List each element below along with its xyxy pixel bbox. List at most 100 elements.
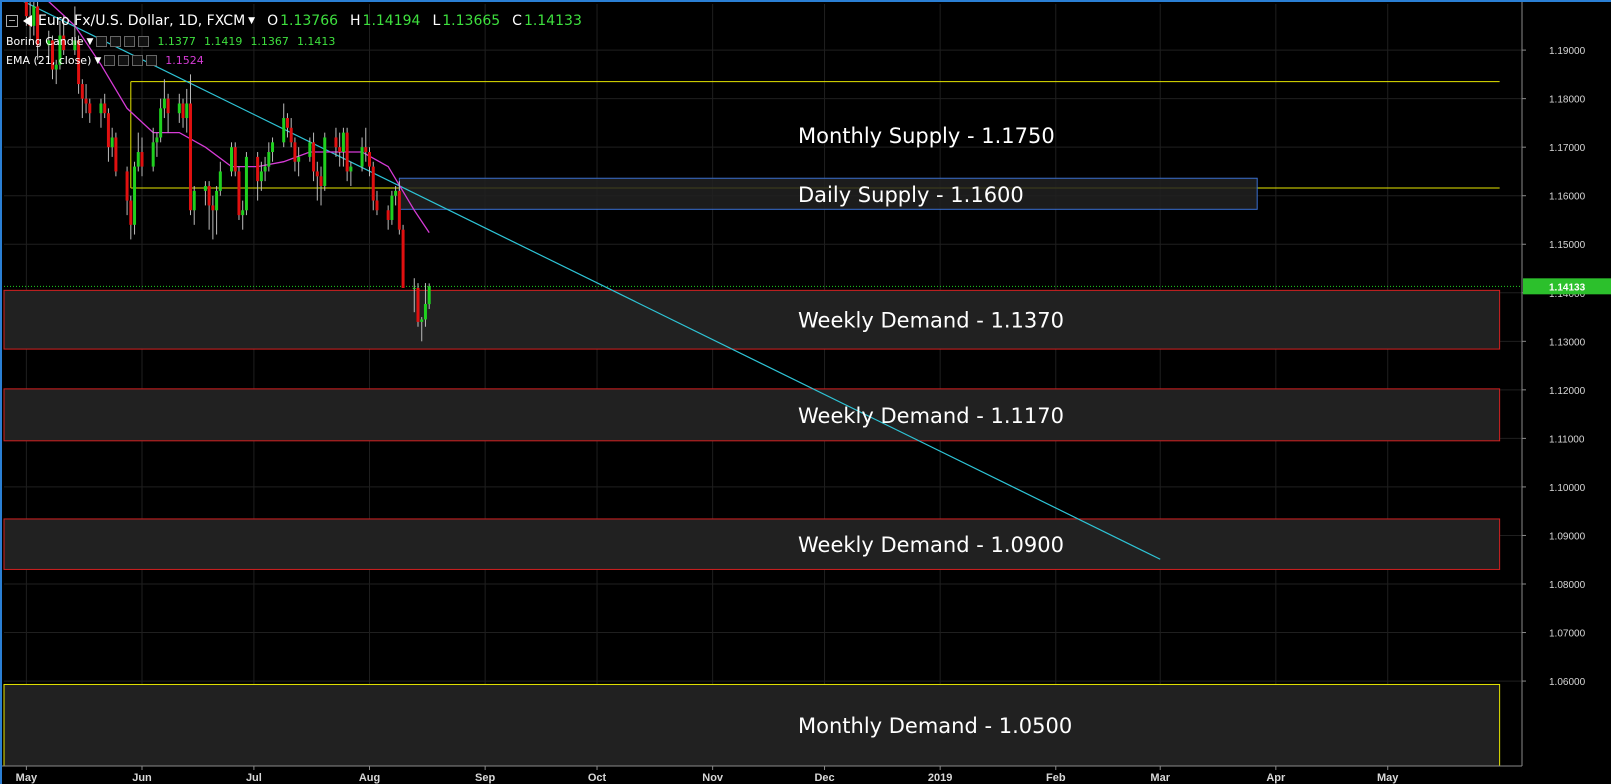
candle [47,30,51,60]
x-tick-label: 2019 [928,772,952,784]
eye-icon[interactable] [104,55,116,66]
candle-body [88,103,92,114]
candle [427,283,431,310]
candle-body [241,210,245,216]
candle [241,200,245,230]
candle-body [24,2,28,17]
candle [99,98,103,128]
ohlc-open-key: O [267,13,279,29]
candle-body [114,137,118,172]
candle [259,161,263,191]
zone-daily-supply [398,177,1258,210]
candle-body [73,40,77,51]
x-tick-label: Oct [588,772,607,784]
zone-label: Weekly Demand - 1.0900 [798,533,1064,557]
indicator-name[interactable]: Boring Candle [6,35,84,48]
candle [103,93,107,119]
time-axis-bg [2,766,1611,784]
more-icon[interactable] [132,55,144,66]
candle-body [215,190,219,211]
indicator-value: 1.1367 [250,35,289,48]
candle-body [151,142,155,167]
indicator-name[interactable]: EMA (21, close) [6,54,92,67]
y-tick-label: 1.09000 [1549,531,1586,542]
candle [390,190,394,225]
candle-body [103,103,107,114]
candle-body [341,132,345,153]
y-tick-label: 1.16000 [1549,192,1586,203]
candle-body [427,286,431,305]
candle [192,186,196,225]
close-icon[interactable] [138,36,150,47]
candle-body [207,186,211,206]
candle-body [62,35,66,51]
candle-body [334,137,338,148]
candle [88,98,92,123]
x-tick-label: Mar [1150,772,1170,784]
candle [386,205,390,230]
candle-body [166,98,170,114]
candle [323,132,327,191]
candle-body [371,166,375,201]
ohlc-close-key: C [512,13,522,29]
chevron-down-icon[interactable]: ▼ [86,36,94,47]
collapse-icon[interactable] [6,15,18,27]
gear-icon[interactable] [118,55,130,66]
candle [345,127,349,182]
candle [263,156,267,182]
candle-body [237,171,241,216]
gear-icon[interactable] [110,36,122,47]
y-tick-label: 1.07000 [1549,629,1586,640]
candle-body [80,84,84,99]
candle-body [368,152,372,167]
eye-icon[interactable] [96,36,108,47]
candle [181,98,185,128]
candle [211,195,215,240]
chevron-down-icon[interactable]: ▼ [248,16,256,26]
candle [334,127,338,157]
candle-body [244,156,248,211]
y-tick-label: 1.17000 [1549,143,1586,154]
zone-monthly-demand [3,683,1501,767]
candle-body [420,319,424,322]
candle-body [345,132,349,172]
current-price-label: 1.14133 [1549,282,1586,293]
more-icon[interactable] [124,36,136,47]
candle [215,186,219,235]
candle [244,152,248,216]
candle-body [386,210,390,220]
y-tick-label: 1.15000 [1549,240,1586,251]
candle [84,84,88,114]
ohlc-high-key: H [350,13,361,29]
candle-body [271,142,275,153]
indicator-value: 1.1524 [165,54,204,67]
candle [308,137,312,162]
candle-body [315,171,319,177]
candle [151,127,155,172]
x-tick-label: May [1377,772,1399,784]
candle-body [159,108,163,138]
candle [125,166,129,216]
ohlc-low-key: L [432,13,441,29]
candle [162,79,166,119]
candle [319,166,323,206]
candle [371,161,375,211]
trendline-layer [23,2,1161,560]
candle [159,98,163,143]
candle-body [285,118,289,128]
candle [218,161,222,196]
candle-body [259,171,263,182]
ema-line [48,2,430,233]
symbol-title[interactable]: Euro Fx/U.S. Dollar, 1D, FXCM [38,13,246,29]
candle-body [36,6,40,46]
candle-body [50,40,54,70]
candle [267,142,271,172]
candle-body [360,147,364,167]
close-icon[interactable] [146,55,158,66]
indicator-value: 1.1419 [203,35,243,48]
ohlc-high-value: 1.14194 [362,13,421,29]
current-price-badge [1523,278,1611,295]
chevron-down-icon[interactable]: ▼ [94,55,102,66]
